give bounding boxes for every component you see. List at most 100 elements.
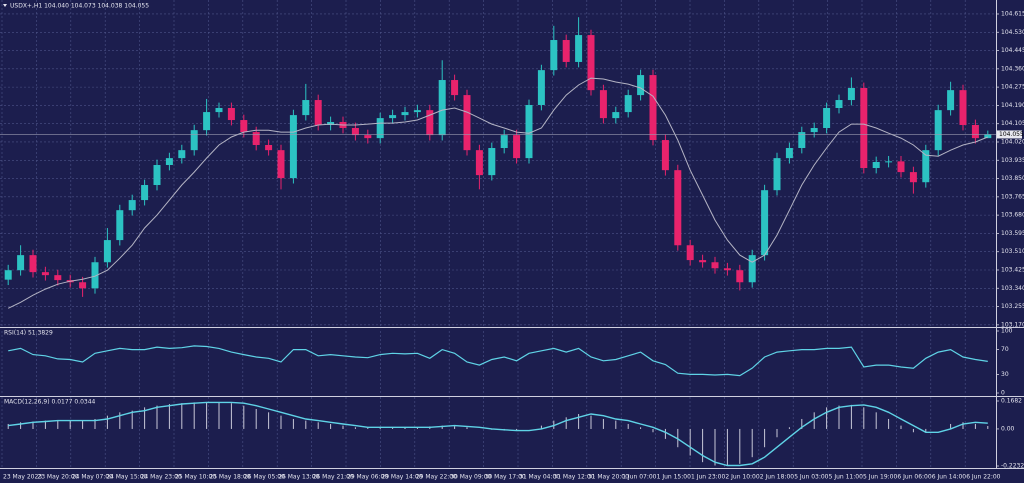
x-tick-label: 24 May 07:00 — [72, 474, 113, 481]
candle-body — [401, 112, 409, 116]
candle-body — [302, 100, 310, 116]
y-tick-label: 104.275 — [1001, 84, 1024, 91]
y-tick-label: 103.170 — [1001, 321, 1024, 328]
y-tick-label: 104.530 — [1001, 29, 1024, 36]
y-tick-label: 104.445 — [1001, 47, 1024, 54]
x-tick-label: 30 May 09:00 — [450, 474, 491, 481]
candle-body — [463, 95, 471, 151]
x-tick-label: 1 Jun 23:00 — [691, 474, 725, 481]
candle-body — [178, 150, 186, 159]
y-tick-label: 103.595 — [1001, 230, 1024, 237]
candle-body — [451, 80, 459, 96]
candle-body — [327, 121, 335, 125]
candle-body — [860, 87, 868, 169]
x-tick-label: 1 Jun 07:00 — [622, 474, 656, 481]
x-tick-label: 26 May 21:00 — [313, 474, 354, 481]
x-tick-label: 1 Jun 15:00 — [657, 474, 691, 481]
x-tick-label: 30 May 17:00 — [485, 474, 526, 481]
candle-body — [116, 210, 124, 241]
candle-body — [103, 240, 111, 263]
candle-body — [761, 190, 769, 256]
y-tick-label: 70 — [1001, 346, 1009, 353]
candle-body — [29, 255, 37, 273]
candle-body — [215, 107, 223, 113]
candle-body — [438, 80, 446, 136]
candle-body — [227, 107, 235, 121]
candle-body — [252, 132, 260, 145]
x-tick-label: 5 Jun 11:00 — [829, 474, 863, 481]
candle-body — [711, 262, 719, 269]
candle-body — [550, 40, 558, 71]
candle-body — [41, 272, 49, 276]
x-tick-label: 29 May 14:00 — [381, 474, 422, 481]
y-tick-label: 103.680 — [1001, 212, 1024, 219]
candle-body — [674, 170, 682, 246]
y-tick-label: 103.255 — [1001, 303, 1024, 310]
x-tick-label: 25 May 18:00 — [209, 474, 250, 481]
x-tick-label: 26 May 13:00 — [278, 474, 319, 481]
y-tick-label: 103.935 — [1001, 157, 1024, 164]
candle-body — [575, 35, 583, 62]
candle-body — [475, 150, 483, 176]
candle-body — [562, 40, 570, 62]
candle-body — [351, 128, 359, 136]
candle-body — [686, 245, 694, 261]
y-tick-label: 104.105 — [1001, 120, 1024, 127]
candle-body — [190, 130, 198, 151]
candle-body — [847, 87, 855, 101]
candle-body — [91, 262, 99, 289]
candle-body — [587, 35, 595, 91]
signal-line — [8, 401, 988, 467]
candle-body — [971, 124, 979, 139]
macd-title: MACD(12,26,9) 0.0177 0.0344 — [4, 399, 96, 406]
x-tick-label: 23 May 20:00 — [37, 474, 78, 481]
indicator-line — [8, 345, 988, 377]
candle-body — [165, 158, 173, 166]
candle-body — [153, 165, 161, 186]
candle-body — [748, 255, 756, 283]
y-tick-label: 103.850 — [1001, 175, 1024, 182]
x-tick-label: 29 May 22:00 — [416, 474, 457, 481]
candle-body — [909, 172, 917, 183]
candle-body — [897, 161, 905, 173]
x-tick-label: 25 May 10:00 — [175, 474, 216, 481]
candle-body — [203, 112, 211, 131]
candle-body — [773, 158, 781, 191]
candle-body — [141, 185, 149, 201]
candle-body — [934, 110, 942, 151]
price-label: 104.055 — [999, 131, 1024, 138]
x-tick-label: 5 Jun 19:00 — [863, 474, 897, 481]
y-tick-label: 103.425 — [1001, 266, 1024, 273]
y-tick-label: 0.1682 — [1001, 398, 1022, 405]
candle-body — [389, 115, 397, 119]
y-tick-label: 104.020 — [1001, 138, 1024, 145]
candle-body — [649, 75, 657, 141]
x-tick-label: 31 May 12:00 — [553, 474, 594, 481]
candle-body — [835, 100, 843, 108]
x-tick-label: 6 Jun 14:00 — [932, 474, 966, 481]
candle-body — [426, 110, 434, 136]
candle-body — [922, 150, 930, 183]
candle-body — [4, 270, 12, 280]
candle-body — [79, 282, 87, 289]
candle-body — [54, 275, 62, 281]
candle-body — [612, 112, 620, 119]
candle-body — [364, 135, 372, 139]
candle-body — [624, 95, 632, 113]
candle-body — [823, 107, 831, 129]
candle-body — [525, 104, 533, 159]
y-tick-label: 104.615 — [1001, 10, 1024, 17]
candle-body — [959, 90, 967, 125]
menu-icon — [3, 4, 7, 7]
candle-body — [277, 150, 285, 179]
x-tick-label: 23 May 2023 — [3, 474, 42, 481]
moving-average — [7, 77, 988, 309]
price-box — [997, 130, 1022, 139]
candle-body — [488, 148, 496, 176]
x-tick-label: 6 Jun 06:00 — [897, 474, 931, 481]
y-tick-label: 104.360 — [1001, 65, 1024, 72]
candle-body — [240, 120, 248, 133]
